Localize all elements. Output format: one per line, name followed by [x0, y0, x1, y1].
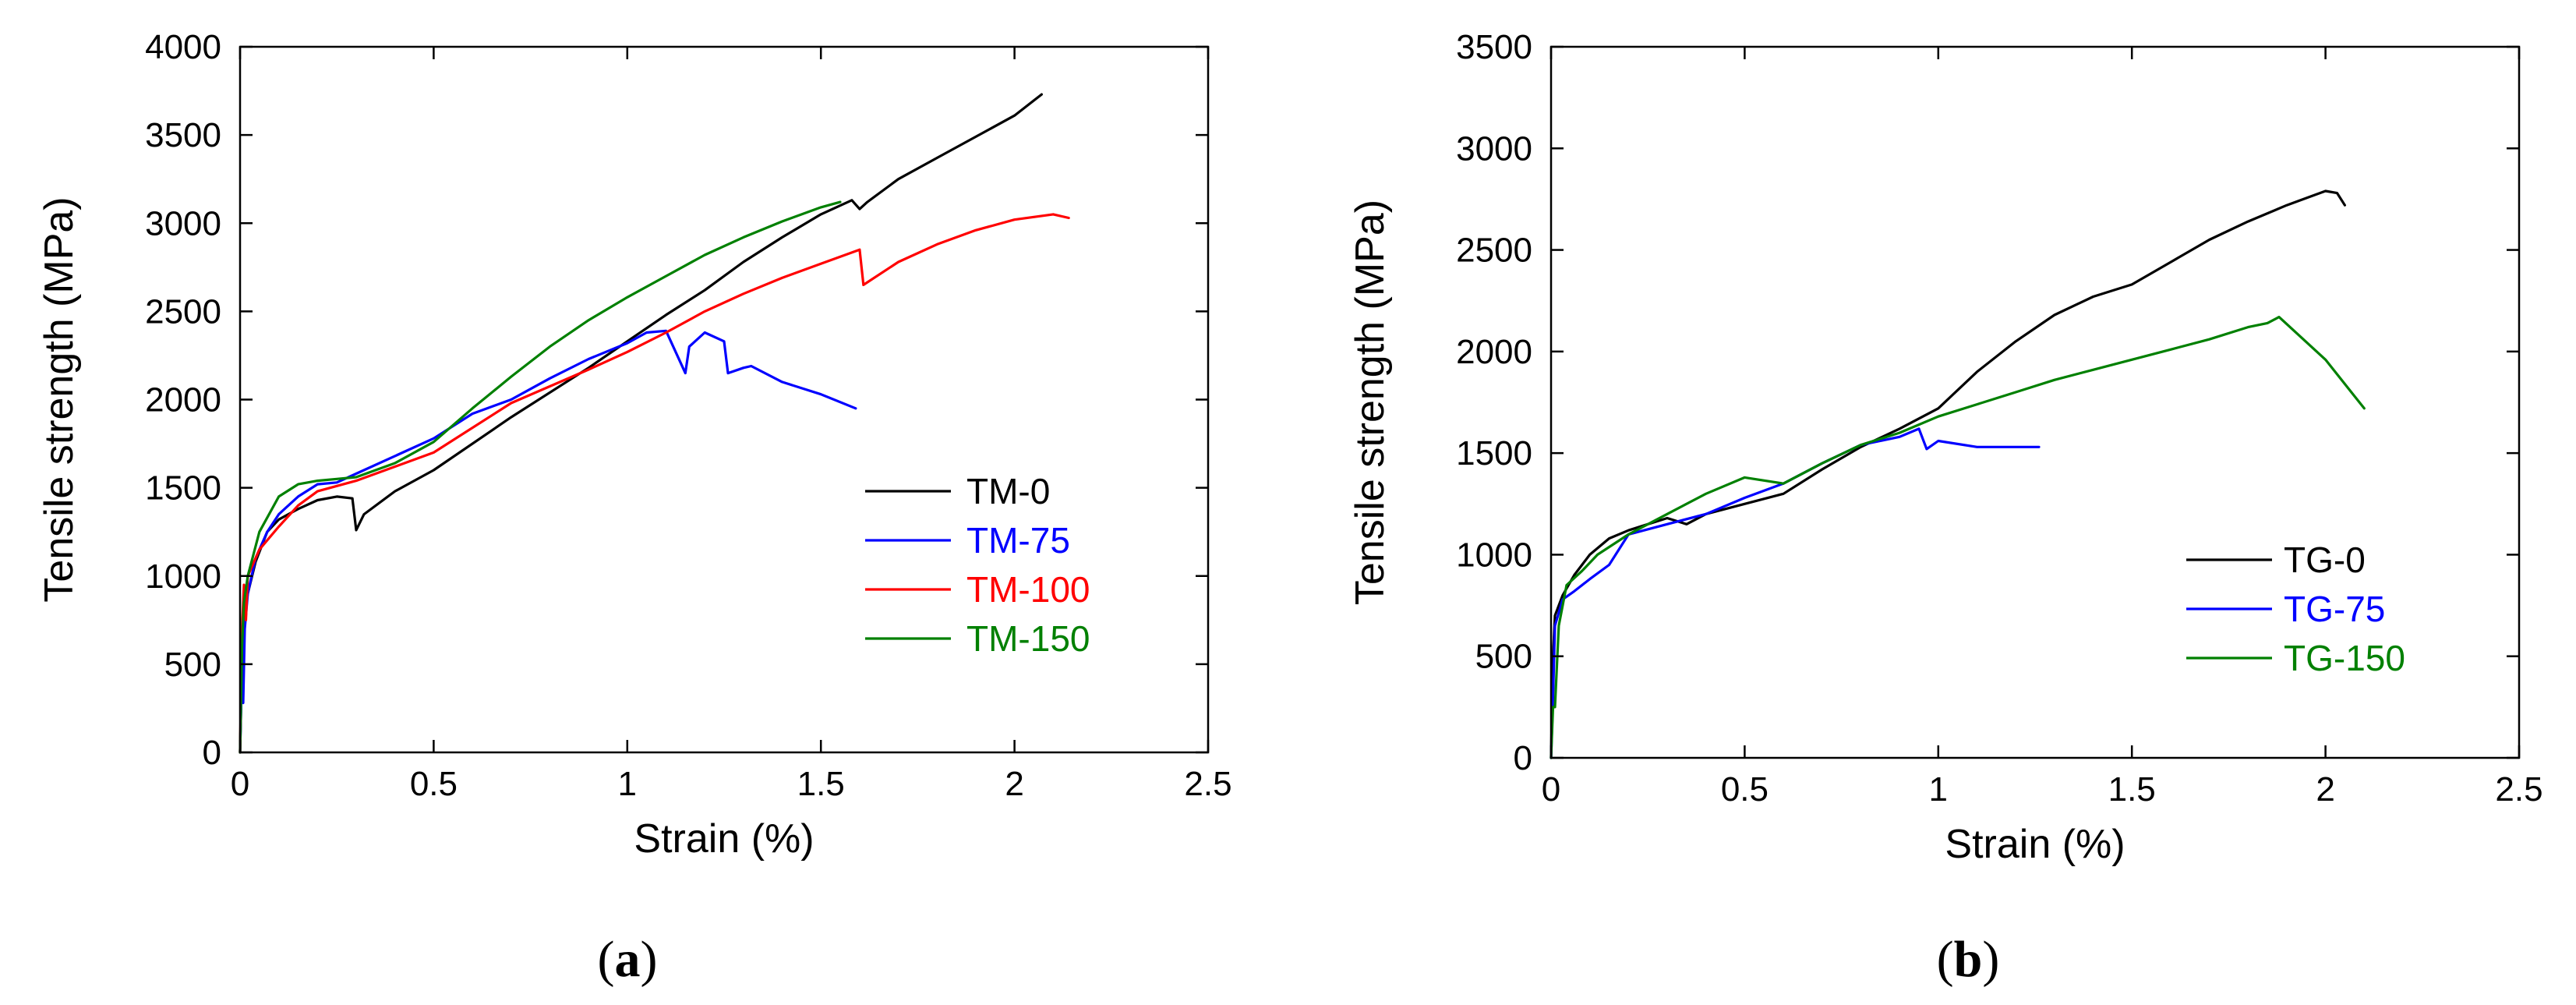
x-tick-label: 1: [618, 765, 637, 803]
y-tick-label: 2500: [145, 292, 221, 331]
legend-label: TM-100: [966, 569, 1090, 610]
caption-letter: a: [615, 931, 641, 988]
caption-close-paren: ): [641, 931, 658, 988]
caption-open-paren: (: [1937, 931, 1954, 988]
x-tick-label: 2.5: [2495, 770, 2542, 809]
x-tick-label: 2: [2316, 770, 2334, 809]
x-axis-title: Strain (%): [1945, 822, 2125, 867]
x-tick-label: 1.5: [2108, 770, 2156, 809]
y-tick-label: 1000: [1456, 536, 1532, 574]
y-tick-label: 500: [164, 646, 221, 684]
legend-label: TG-150: [2284, 638, 2405, 678]
x-axis-title: Strain (%): [634, 816, 814, 862]
legend-label: TM-75: [966, 520, 1070, 561]
y-tick-label: 4000: [145, 28, 221, 66]
series-line-tm-100: [239, 213, 1070, 754]
panel-b-chart: 0 0.5 1 1.5 2 2.5 0 500 1000 1500 2000 2500 3000 3500…: [1348, 28, 2543, 867]
legend-label: TM-150: [966, 618, 1090, 659]
panel-b-caption: (b): [1937, 931, 2000, 988]
y-axis-title: Tensile strength (MPa): [37, 196, 82, 602]
y-tick-label: 3500: [145, 116, 221, 154]
panel-a-caption: (a): [598, 931, 658, 988]
legend-label: TM-0: [966, 471, 1050, 511]
x-tick-label: 0.5: [410, 765, 458, 803]
plot-frame: [1549, 45, 2521, 759]
y-tick-label: 1000: [145, 557, 221, 596]
series-line-tg-75: [1549, 427, 2041, 759]
x-tick-label: 1: [1929, 770, 1948, 809]
y-tick-label: 0: [1514, 739, 1532, 777]
y-tick-label: 3000: [1456, 129, 1532, 168]
series-line-tm-0: [239, 93, 1043, 754]
caption-close-paren: ): [1982, 931, 1999, 988]
y-tick-label: 3500: [1456, 28, 1532, 66]
x-tick-label: 0: [1542, 770, 1560, 809]
series-line-tg-150: [1549, 316, 2366, 759]
y-tick-label: 2500: [1456, 232, 1532, 270]
y-tick-label: 3000: [145, 204, 221, 242]
x-tick-label: 2.5: [1184, 765, 1231, 803]
panel-a-chart: 0 0.5 1 1.5 2 2.5 0 500 1000 1500 2000 2500 3000 3500…: [37, 28, 1232, 862]
y-axis-title: Tensile strength (MPa): [1348, 200, 1393, 605]
y-tick-label: 1500: [145, 469, 221, 508]
y-tick-label: 2000: [145, 381, 221, 419]
legend-label: TG-75: [2284, 589, 2385, 629]
caption-letter: b: [1954, 931, 1983, 988]
y-tick-label: 2000: [1456, 333, 1532, 371]
x-tick-label: 0: [231, 765, 249, 803]
series-line-tm-150: [239, 200, 842, 754]
series-line-tg-0: [1549, 189, 2346, 759]
caption-open-paren: (: [598, 931, 615, 988]
x-tick-label: 1.5: [797, 765, 845, 803]
x-tick-label: 2: [1005, 765, 1023, 803]
y-tick-label: 1500: [1456, 434, 1532, 472]
y-tick-label: 0: [203, 734, 221, 772]
x-tick-label: 0.5: [1721, 770, 1769, 809]
legend-label: TG-0: [2284, 540, 2366, 580]
y-tick-label: 500: [1475, 638, 1532, 676]
